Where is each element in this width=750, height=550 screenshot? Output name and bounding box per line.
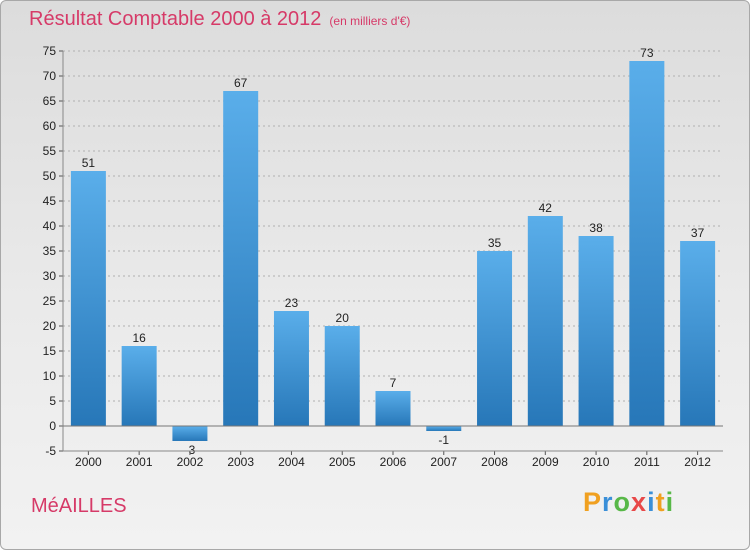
x-tick-label: 2009	[532, 455, 559, 469]
y-tick-label: 15	[43, 344, 57, 358]
y-tick-label: 75	[43, 44, 57, 58]
bar-2002	[172, 426, 208, 441]
bar-value-label: 38	[589, 221, 603, 235]
bar-2012	[680, 241, 716, 426]
bar-value-label: 37	[691, 226, 705, 240]
bar-value-label: 16	[132, 331, 146, 345]
y-tick-label: 20	[43, 319, 57, 333]
logo-letter: t	[655, 487, 666, 517]
x-tick-label: 2012	[684, 455, 711, 469]
x-tick-label: 2008	[481, 455, 508, 469]
logo-letter: i	[647, 487, 656, 517]
bar-2010	[578, 236, 614, 426]
bar-value-label: 23	[285, 296, 299, 310]
y-tick-label: 65	[43, 94, 57, 108]
bar-value-label: 73	[640, 46, 654, 60]
title-text: Résultat Comptable 2000 à 2012	[29, 8, 322, 30]
y-tick-label: 50	[43, 169, 57, 183]
bar-2011	[629, 61, 665, 426]
y-tick-label: 0	[49, 419, 56, 433]
y-tick-label: -5	[45, 444, 56, 458]
logo-letter: r	[602, 487, 614, 517]
bar-2008	[477, 251, 513, 426]
bar-2004	[273, 311, 309, 426]
x-tick-label: 2007	[430, 455, 457, 469]
logo-letter: P	[583, 487, 603, 517]
y-tick-label: 30	[43, 269, 57, 283]
x-axis: 2000 2001 2002 2003 2004 2005 2006 2007 2008 2009…	[63, 425, 723, 469]
x-tick-label: 2010	[583, 455, 610, 469]
y-tick-label: 45	[43, 194, 57, 208]
x-tick-label: 2000	[75, 455, 102, 469]
bar-2001	[121, 346, 157, 426]
bar-value-label: 51	[82, 156, 96, 170]
bar-value-label: 7	[390, 376, 397, 390]
bar-value-label: 42	[539, 201, 553, 215]
logo-letter: i	[665, 487, 675, 517]
chart-title: Résultat Comptable 2000 à 2012 (en millie…	[29, 8, 410, 31]
bar-2006	[375, 391, 411, 426]
y-axis: -5 0 5 10 15 20 25 30 35 40 45 50 55 60 65 70 75	[43, 44, 64, 458]
x-tick-label: 2002	[177, 455, 204, 469]
y-tick-label: 5	[49, 394, 56, 408]
y-tick-label: 25	[43, 294, 57, 308]
x-tick-label: 2003	[227, 455, 254, 469]
bar-2009	[527, 216, 563, 426]
x-tick-label: 2004	[278, 455, 305, 469]
x-tick-label: 2005	[329, 455, 356, 469]
bar-value-label: -3	[185, 443, 196, 457]
x-tick-label: 2006	[380, 455, 407, 469]
y-tick-label: 60	[43, 119, 57, 133]
commune-name: MéAILLES	[31, 495, 127, 517]
bar-2005	[324, 326, 360, 426]
bar-2007	[426, 426, 462, 431]
y-tick-label: 55	[43, 144, 57, 158]
y-tick-label: 35	[43, 244, 57, 258]
x-tick-label: 2001	[126, 455, 153, 469]
bar-value-label: -1	[438, 433, 449, 447]
bar-2003	[223, 91, 259, 426]
logo-letter: o	[613, 487, 632, 517]
bar-value-label: 35	[488, 236, 502, 250]
subtitle-text: (en milliers d'€)	[329, 14, 411, 28]
y-tick-label: 40	[43, 219, 57, 233]
proxiti-logo: Proxiti	[583, 487, 674, 518]
bar-value-label: 20	[336, 311, 350, 325]
bar-2000	[70, 171, 106, 426]
x-tick-label: 2011	[634, 455, 660, 469]
y-tick-label: 10	[43, 369, 57, 383]
bars: 51 16 -3 67 23 20 7 -1 35 42 38 73 37	[70, 46, 716, 457]
logo-letter: x	[631, 487, 648, 517]
bar-value-label: 67	[234, 76, 248, 90]
y-tick-label: 70	[43, 69, 57, 83]
